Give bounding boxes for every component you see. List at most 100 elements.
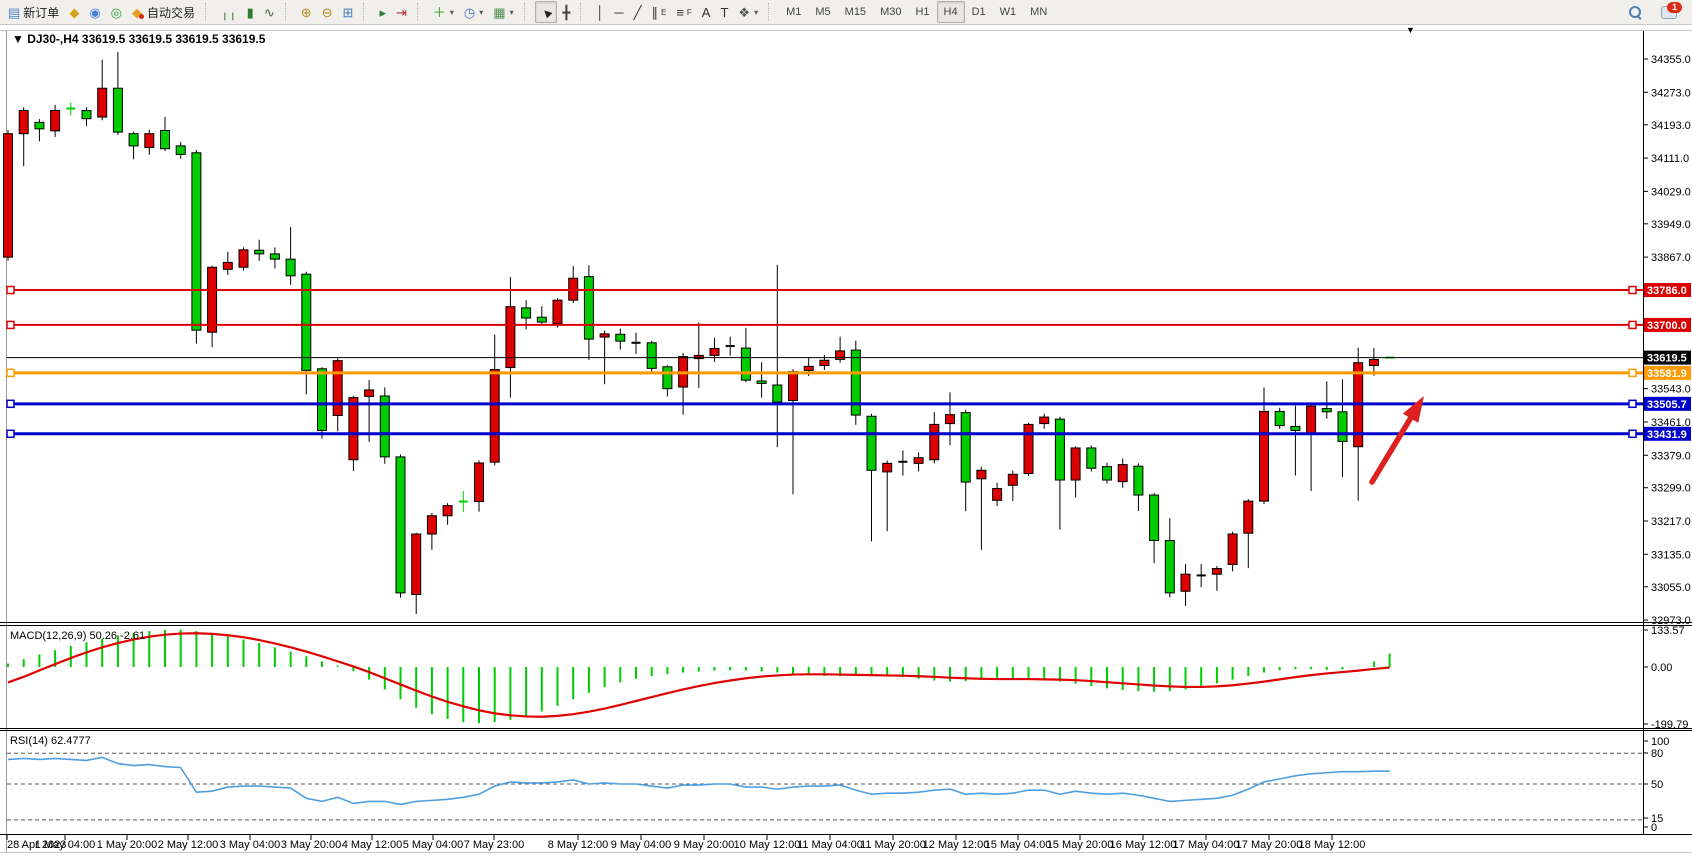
bear-candle-body	[395, 456, 406, 594]
bar-chart-button[interactable]: ╷╷	[216, 1, 242, 23]
zoom-out-button[interactable]: ⊖	[317, 1, 338, 23]
main-toolbar: ▤ 新订单 ◆ ◉ ◎ ◆ 自动交易 ╷╷ ▮ ∿ ⊕ ⊖ ⊞ ▸ ⇥ ＋ ▾ ◷ ▾ ▦ ▾ ▲ ╋ │ ─ ╱ ∥ E ≡ F A T ❖ ▾…	[0, 0, 1692, 25]
zoom-out-icon: ⊖	[321, 4, 333, 20]
vertical-line-button[interactable]: │	[591, 1, 609, 23]
macd-signal-line	[7, 632, 1390, 718]
periods-button-dropdown-icon[interactable]: ▾	[479, 7, 484, 17]
line-chart-button[interactable]: ∿	[259, 1, 280, 23]
bull-candle-body	[505, 306, 516, 369]
notifications-button[interactable]: 1	[1656, 1, 1682, 23]
timeframe-h4-button[interactable]: H4	[936, 1, 965, 23]
arrows-icon: ❖	[738, 4, 751, 20]
hline-handle[interactable]	[6, 399, 15, 409]
rsi-tick-label: 15	[1651, 813, 1663, 825]
auto-scroll-button[interactable]: ▸	[374, 1, 391, 23]
bull-candle-body	[1368, 358, 1379, 367]
tile-windows-button[interactable]: ⊞	[338, 1, 359, 23]
bear-candle-body	[615, 333, 626, 342]
chart-shift-button[interactable]: ⇥	[391, 1, 412, 23]
text-button[interactable]: A	[697, 1, 716, 23]
bull-candle-body	[882, 462, 893, 473]
bear-candle-body	[1086, 447, 1097, 469]
metaeditor-button[interactable]: ◆	[64, 1, 84, 23]
glyph-sub-label: E	[660, 7, 667, 17]
time-tick-label: 12 May 12:00	[923, 839, 990, 851]
trend-arrow-head[interactable]	[1402, 396, 1424, 423]
bull-candle-body	[1180, 573, 1191, 592]
price-tick-label: 33217.0	[1651, 516, 1691, 528]
indicators-button[interactable]: ＋ ▾	[428, 1, 459, 23]
search-button[interactable]	[1624, 1, 1646, 23]
autotrading-button[interactable]: ◆ 自动交易	[127, 1, 200, 23]
timeframe-m30-button[interactable]: M30	[880, 6, 902, 18]
price-badge	[1644, 396, 1691, 411]
toolbar-separator	[768, 3, 774, 21]
bull-candle-body	[97, 87, 108, 118]
bull-candle-body	[976, 469, 987, 480]
time-tick-label: 11 May 04:00	[797, 839, 863, 851]
hline-handle[interactable]	[1628, 320, 1637, 330]
bar-chart-icon: ╷╷	[221, 4, 237, 20]
bull-candle-body	[442, 505, 453, 517]
toolbar-group-objects: │ ─ ╱ ∥ E ≡ F A T ❖ ▾	[588, 1, 766, 23]
timeframe-m15-button[interactable]: M15	[844, 6, 867, 18]
bear-candle-body	[1337, 411, 1348, 442]
trend-arrow-object[interactable]	[1369, 412, 1416, 485]
templates-button[interactable]: ▦ ▾	[488, 1, 518, 23]
new-order-button[interactable]: ▤ 新订单	[3, 1, 64, 23]
bull-candle-body	[50, 110, 61, 132]
zoom-in-button[interactable]: ⊕	[296, 1, 317, 23]
price-tick-label: 33461.0	[1651, 417, 1691, 429]
equidistant-channel-button[interactable]: ∥ E	[646, 1, 671, 23]
hline-handle[interactable]	[6, 285, 15, 295]
price-badge-label: 33505.7	[1647, 399, 1687, 411]
text-label-button[interactable]: T	[715, 1, 733, 23]
signals-button[interactable]: ◎	[106, 1, 127, 23]
hline-handle[interactable]	[6, 429, 15, 439]
bear-candle-body	[756, 380, 767, 384]
timeframe-m5-button[interactable]: M5	[815, 6, 831, 18]
indicators-button-dropdown-icon[interactable]: ▾	[449, 7, 454, 17]
templates-button-dropdown-icon[interactable]: ▾	[509, 7, 514, 17]
bull-candle-body	[788, 371, 798, 401]
periods-button[interactable]: ◷ ▾	[459, 1, 488, 23]
chart-corner-arrow-icon[interactable]: ▼	[1406, 25, 1415, 35]
toolbar-separator	[205, 3, 211, 21]
bear-candle-body	[175, 145, 186, 155]
rsi-tick-label: 0	[1651, 822, 1657, 834]
trendline-icon: ╱	[633, 4, 642, 20]
crosshair-button[interactable]: ╋	[557, 1, 575, 23]
timeframe-mn-button[interactable]: MN	[1030, 6, 1048, 18]
hline-handle[interactable]	[1628, 399, 1637, 409]
market-watch-button[interactable]: ◉	[84, 1, 105, 23]
toolbar-right: 1	[1624, 1, 1692, 23]
candlestick-chart-button[interactable]: ▮	[242, 1, 259, 23]
price-badge	[1644, 317, 1691, 332]
autotrading-button-label: 自动交易	[147, 5, 196, 20]
hline-handle[interactable]	[1628, 429, 1637, 439]
toolbar-group-timeframes: M1 M5 M15 M30 H1 H4 D1 W1 MN	[776, 1, 1057, 23]
trendline-button[interactable]: ╱	[629, 1, 647, 23]
bear-candle-body	[536, 316, 547, 323]
hline-handle[interactable]	[6, 320, 15, 330]
time-tick-label: 10 May 12:00	[734, 839, 801, 851]
hline-handle[interactable]	[1628, 368, 1637, 378]
hline-handle[interactable]	[1628, 285, 1637, 295]
hline-handle[interactable]	[6, 368, 15, 378]
bear-candle-body	[521, 307, 532, 319]
bull-candle-body	[411, 533, 422, 596]
bear-candle-body	[128, 133, 139, 147]
time-tick-label: 15 May 04:00	[985, 839, 1052, 851]
arrows-button[interactable]: ❖ ▾	[733, 1, 763, 23]
timeframe-w1-button[interactable]: W1	[999, 6, 1017, 18]
timeframe-d1-button[interactable]: D1	[971, 6, 986, 18]
time-tick-label: 9 May 20:00	[674, 839, 735, 851]
time-tick-label: 15 May 20:00	[1047, 839, 1114, 851]
arrows-button-dropdown-icon[interactable]: ▾	[754, 7, 759, 17]
fibonacci-button[interactable]: ≡ F	[671, 1, 696, 23]
horizontal-line-button[interactable]: ─	[609, 1, 628, 23]
cursor-button[interactable]: ▲	[534, 1, 558, 23]
timeframe-h1-button[interactable]: H1	[915, 6, 930, 18]
timeframe-m1-button[interactable]: M1	[786, 6, 802, 18]
